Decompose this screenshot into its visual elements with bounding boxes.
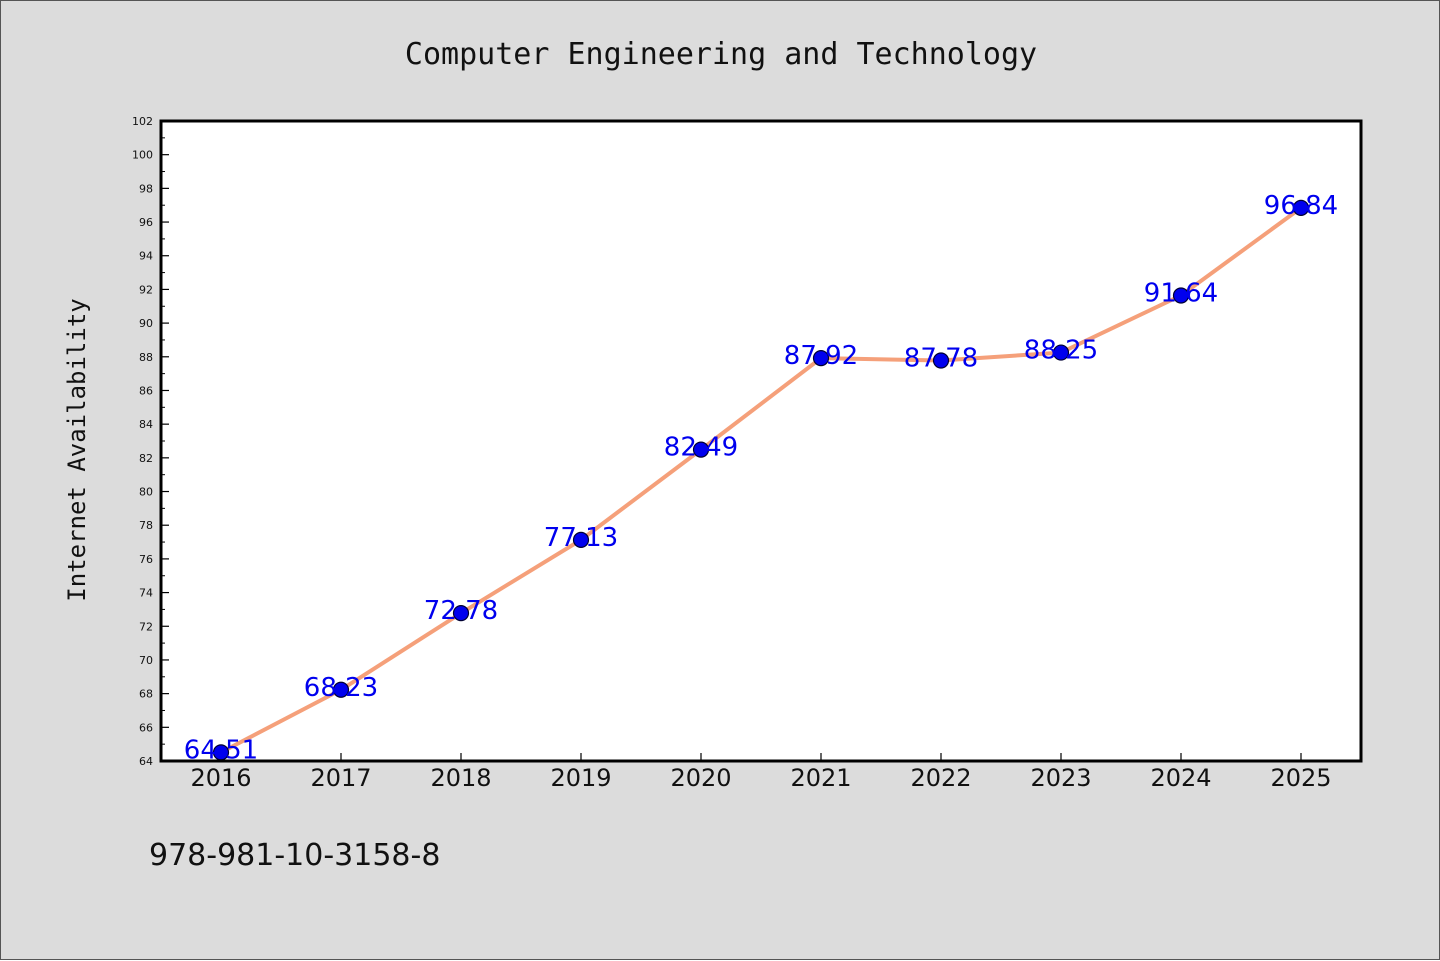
x-tick-label: 2017: [310, 764, 371, 792]
x-tick-label: 2025: [1270, 764, 1331, 792]
y-tick-label: 98: [139, 182, 153, 195]
data-label: 96.84: [1264, 191, 1338, 221]
y-tick-label: 102: [132, 115, 153, 128]
plot-area: [161, 121, 1361, 761]
data-label: 87.92: [784, 341, 858, 371]
footer-isbn: 978-981-10-3158-8: [149, 838, 440, 873]
x-axis: 2016 2017 2018 2019 2020 2021 2022 2023 2024 2025: [190, 753, 1332, 792]
data-label: 77.13: [544, 523, 618, 553]
y-tick-label: 72: [139, 620, 153, 633]
y-axis: 64 66 68 70 72 74 76 78 80 82 84 86 88 90 92 94 96 98 100 1…: [132, 115, 169, 768]
data-point: [332, 681, 350, 698]
data-label: 72.78: [424, 596, 498, 626]
x-tick-label: 2016: [190, 764, 251, 792]
data-point: [1292, 199, 1310, 217]
y-tick-label: 64: [139, 755, 153, 768]
y-tick-label: 70: [139, 654, 153, 667]
y-tick-label: 88: [139, 351, 153, 364]
data-label: 82.49: [664, 433, 738, 463]
x-tick-label: 2023: [1030, 764, 1091, 792]
data-point: [1052, 344, 1070, 361]
data-label: 88.25: [1024, 336, 1098, 366]
y-axis-label: Internet Availability: [63, 298, 91, 601]
y-tick-label: 96: [139, 216, 153, 229]
y-tick-label: 100: [132, 149, 153, 162]
y-tick-label: 90: [139, 317, 153, 330]
data-label: 91.64: [1144, 278, 1218, 308]
y-tick-label: 82: [139, 452, 153, 465]
data-label: 68.23: [304, 673, 378, 703]
series-line: [219, 205, 1303, 755]
x-tick-label: 2018: [430, 764, 491, 792]
data-point: [932, 352, 950, 369]
y-tick-label: 84: [139, 418, 153, 431]
x-tick-label: 2021: [790, 764, 851, 792]
y-tick-label: 68: [139, 688, 153, 701]
y-tick-label: 74: [139, 587, 153, 600]
y-tick-label: 66: [139, 721, 153, 734]
data-point: [812, 350, 830, 367]
data-point: [572, 531, 590, 548]
chart-title: Computer Engineering and Technology: [405, 37, 1037, 72]
y-tick-label: 86: [139, 384, 153, 397]
x-tick-label: 2022: [910, 764, 971, 792]
data-points: [212, 199, 1310, 761]
data-point: [1172, 287, 1190, 304]
data-point: [692, 441, 710, 458]
y-tick-label: 92: [139, 283, 153, 296]
y-tick-label: 76: [139, 553, 153, 566]
plot-border: [159, 119, 1363, 763]
data-point: [452, 605, 470, 622]
x-tick-label: 2019: [550, 764, 611, 792]
y-tick-label: 80: [139, 486, 153, 499]
data-label: 87.78: [904, 343, 978, 373]
x-tick-label: 2024: [1150, 764, 1211, 792]
x-tick-label: 2020: [670, 764, 731, 792]
y-tick-label: 78: [139, 519, 153, 532]
y-tick-label: 94: [139, 250, 153, 263]
